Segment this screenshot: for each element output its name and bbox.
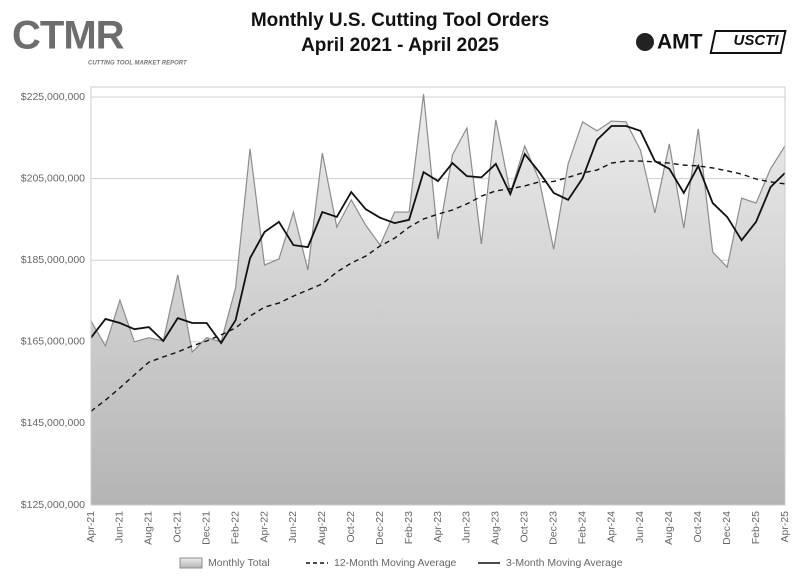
- logo-box: [709, 30, 787, 54]
- x-tick-label: Aug-22: [316, 511, 328, 545]
- x-tick-label: Feb-24: [576, 511, 588, 544]
- x-tick-label: Apr-21: [85, 511, 97, 543]
- y-tick-label: $225,000,000: [21, 91, 85, 103]
- chart-subtitle: April 2021 - April 2025: [301, 35, 499, 56]
- x-tick-label: Feb-25: [750, 511, 762, 544]
- logo-amt: AMT: [657, 31, 703, 54]
- x-tick-label: Oct-21: [172, 511, 184, 543]
- x-tick-label: Dec-22: [374, 511, 386, 545]
- x-tick-label: Jun-21: [114, 511, 126, 543]
- x-tick-label: Jun-23: [461, 511, 473, 543]
- x-tick-label: Oct-23: [519, 511, 531, 543]
- legend-label: 3-Month Moving Average: [506, 557, 623, 569]
- legend-swatch: [179, 557, 203, 569]
- x-tick-label: Feb-23: [403, 511, 415, 544]
- x-tick-label: Aug-23: [490, 511, 502, 545]
- logo-text: CTMR: [12, 14, 125, 58]
- logo-right: AMT USCTI: [636, 30, 787, 54]
- area-outline: [90, 94, 786, 354]
- x-tick-label: Apr-22: [258, 511, 270, 543]
- x-tick-label: Aug-21: [143, 511, 155, 545]
- y-tick-label: $165,000,000: [21, 336, 85, 348]
- x-tick-label: Oct-24: [692, 511, 704, 543]
- x-tick-label: Feb-22: [229, 511, 241, 544]
- logo-left: CTMR CUTTING TOOL MARKET REPORT: [12, 14, 188, 67]
- y-tick-label: $185,000,000: [21, 254, 85, 266]
- x-tick-label: Jun-24: [634, 511, 646, 543]
- y-tick-label: $145,000,000: [21, 417, 85, 429]
- x-tick-label: Dec-21: [200, 511, 212, 545]
- y-tick-label: $205,000,000: [21, 172, 85, 184]
- line: [90, 125, 786, 345]
- chart-title: Monthly U.S. Cutting Tool Orders: [251, 10, 549, 31]
- x-tick-label: Jun-22: [287, 511, 299, 543]
- x-tick-label: Dec-23: [547, 511, 559, 545]
- logo-icon: [636, 33, 654, 51]
- x-tick-label: Dec-24: [721, 511, 733, 545]
- x-tick-label: Apr-25: [779, 511, 791, 543]
- logo-tagline: CUTTING TOOL MARKET REPORT: [88, 61, 188, 67]
- line: [90, 160, 786, 412]
- legend-label: Monthly Total: [208, 557, 270, 569]
- x-tick-label: Apr-23: [432, 511, 444, 543]
- y-tick-label: $125,000,000: [21, 499, 85, 511]
- x-tick-label: Aug-24: [663, 511, 675, 545]
- logo-uscti: USCTI: [734, 32, 780, 49]
- area: [91, 94, 785, 506]
- x-tick-label: Apr-24: [605, 511, 617, 543]
- x-tick-label: Oct-22: [345, 511, 357, 543]
- legend-label: 12-Month Moving Average: [334, 557, 457, 569]
- plot-border: [90, 86, 786, 506]
